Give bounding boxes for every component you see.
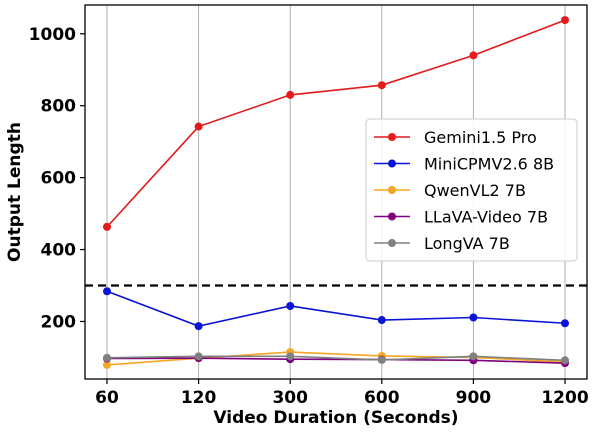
data-point: [103, 222, 111, 231]
legend-label: LLaVA-Video 7B: [424, 208, 548, 227]
x-tick-label: 900: [456, 388, 492, 408]
legend-marker: [388, 239, 396, 247]
legend-marker: [388, 186, 396, 194]
y-tick-label: 1000: [29, 25, 76, 45]
x-tick-label: 60: [95, 388, 119, 408]
data-point: [561, 16, 569, 25]
legend-box: [365, 118, 578, 262]
y-axis: 200 400 600 800 1000: [29, 25, 85, 332]
series-line: [106, 355, 566, 362]
data-point: [469, 313, 478, 322]
data-point: [377, 355, 386, 364]
legend-label: QwenVL2 7B: [424, 181, 526, 200]
y-tick-label: 600: [41, 169, 77, 189]
x-tick-label: 1200: [541, 388, 588, 408]
data-point: [286, 352, 295, 361]
data-point: [561, 356, 569, 365]
series-line: [106, 351, 566, 366]
data-point: [194, 352, 203, 361]
data-point: [377, 81, 386, 90]
legend-marker: [388, 159, 396, 168]
data-point: [286, 301, 295, 310]
x-axis: 60 120 300 600 900 1200: [95, 379, 589, 408]
legend-marker: [388, 133, 396, 141]
plot-frame: [84, 4, 588, 380]
legend-marker: [388, 212, 396, 221]
legend-label: LongVA 7B: [424, 234, 510, 253]
data-point: [194, 322, 203, 331]
series-line: [106, 19, 566, 228]
y-tick-label: 200: [41, 312, 77, 332]
series-line: [106, 357, 566, 364]
data-point: [194, 122, 203, 131]
x-tick-label: 120: [181, 388, 217, 408]
series-layer: [103, 16, 569, 369]
x-tick-label: 600: [364, 388, 400, 408]
x-axis-title: Video Duration (Seconds): [213, 408, 458, 428]
data-point: [103, 360, 111, 369]
x-tick-label: 300: [272, 388, 308, 408]
data-point: [561, 319, 569, 328]
data-point: [469, 51, 478, 60]
data-point: [377, 316, 386, 325]
legend: Gemini1.5 Pro MiniCPMV2.6 8B QwenVL2 7B LLa…: [365, 118, 578, 262]
series-line: [106, 290, 566, 327]
y-axis-title: Output Length: [5, 122, 25, 262]
y-tick-label: 400: [41, 241, 77, 261]
y-tick-label: 800: [41, 97, 77, 117]
legend-label: Gemini1.5 Pro: [424, 128, 537, 147]
data-point: [103, 353, 111, 362]
data-point: [469, 352, 478, 361]
data-point: [103, 287, 111, 296]
legend-label: MiniCPMV2.6 8B: [424, 155, 554, 174]
data-point: [286, 90, 295, 99]
